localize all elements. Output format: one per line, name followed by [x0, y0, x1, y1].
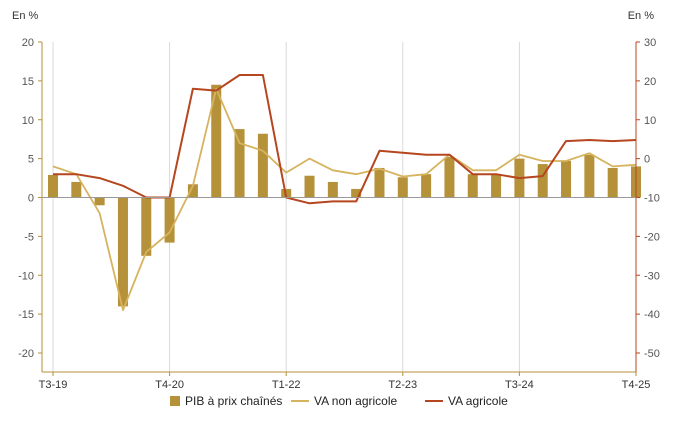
- right-tick-label: -20: [644, 231, 660, 243]
- right-axis-unit: En %: [628, 10, 655, 22]
- x-tick-label: T3-19: [39, 379, 68, 391]
- left-tick-label: -15: [18, 309, 34, 321]
- legend-label: VA agricole: [448, 394, 508, 408]
- bar: [444, 157, 455, 198]
- right-tick-label: -30: [644, 270, 660, 282]
- left-tick-label: 15: [22, 76, 34, 88]
- left-tick-label: -20: [18, 348, 34, 360]
- line-series: [52, 74, 637, 312]
- legend-label: VA non agricole: [314, 394, 397, 408]
- bar: [327, 181, 338, 198]
- bar: [234, 129, 245, 198]
- right-tick-label: 10: [644, 115, 656, 127]
- axes: -20-15-10-505101520-50-40-30-20-10010203…: [18, 37, 660, 391]
- bar: [117, 197, 128, 307]
- right-tick-label: -50: [644, 348, 660, 360]
- bar: [257, 133, 268, 198]
- legend-label: PIB à prix chaînés: [185, 394, 282, 408]
- left-tick-label: 0: [28, 193, 34, 205]
- bar: [374, 167, 385, 198]
- x-tick-label: T2-23: [388, 379, 417, 391]
- left-tick-label: 20: [22, 37, 34, 49]
- bar: [537, 164, 548, 198]
- bar: [491, 174, 502, 198]
- legend-swatch-bar: [170, 396, 180, 406]
- bar: [467, 174, 478, 198]
- bar: [71, 181, 82, 198]
- right-tick-label: -40: [644, 309, 660, 321]
- bar: [351, 188, 362, 198]
- right-tick-label: -10: [644, 193, 660, 205]
- line-VA agricole: [53, 74, 637, 205]
- grid: [52, 42, 637, 372]
- left-tick-label: -5: [24, 231, 34, 243]
- x-tick-label: T3-24: [505, 379, 534, 391]
- left-tick-label: -10: [18, 270, 34, 282]
- bar: [561, 160, 572, 198]
- bar: [48, 174, 58, 198]
- bar: [304, 175, 315, 198]
- legend: PIB à prix chaînés VA non agricole VA agri…: [170, 394, 508, 408]
- bar: [187, 184, 198, 198]
- bar: [211, 84, 222, 198]
- right-tick-label: 30: [644, 37, 656, 49]
- bar: [421, 174, 432, 198]
- right-tick-label: 0: [644, 154, 650, 166]
- left-tick-label: 10: [22, 115, 34, 127]
- bar: [584, 154, 595, 198]
- bar: [94, 197, 105, 206]
- x-tick-label: T1-22: [272, 379, 301, 391]
- bar: [607, 167, 618, 198]
- bar: [397, 177, 408, 198]
- right-tick-label: 20: [644, 76, 656, 88]
- x-tick-label: T4-20: [155, 379, 184, 391]
- line-VA non agricole: [52, 87, 637, 312]
- left-tick-label: 5: [28, 154, 34, 166]
- x-tick-label: T4-25: [622, 379, 651, 391]
- left-axis-unit: En %: [12, 10, 39, 22]
- bar: [164, 197, 175, 243]
- bar: [141, 197, 152, 256]
